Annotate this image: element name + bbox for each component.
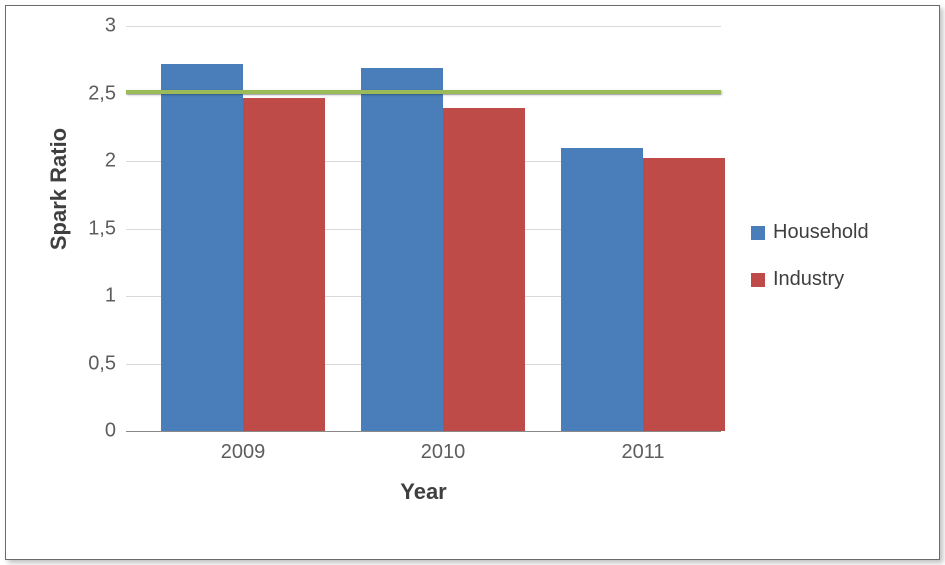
bar-industry-2010: [443, 108, 525, 431]
x-tick-label: 2011: [621, 441, 664, 464]
y-tick-label: 0,5: [56, 352, 116, 375]
gridline: [126, 26, 721, 27]
legend-swatch: [751, 226, 765, 240]
x-axis-title: Year: [126, 479, 721, 505]
bar-industry-2011: [643, 158, 725, 431]
chart-container: 00,511,522,53 200920102011 Spark Ratio Y…: [5, 5, 940, 560]
y-tick-label: 0: [56, 420, 116, 443]
plot-area: [126, 26, 721, 431]
legend: Household Industry: [751, 221, 869, 315]
y-tick-label: 3: [56, 15, 116, 38]
legend-item-household: Household: [751, 221, 869, 244]
legend-label: Household: [773, 221, 869, 244]
reference-line: [126, 90, 721, 94]
bar-household-2009: [161, 64, 243, 431]
bar-industry-2009: [243, 98, 325, 431]
x-tick-label: 2009: [221, 441, 266, 464]
x-tick-label: 2010: [421, 441, 466, 464]
legend-item-industry: Industry: [751, 268, 869, 291]
legend-swatch: [751, 273, 765, 287]
y-axis-title: Spark Ratio: [46, 89, 72, 289]
gridline: [126, 431, 721, 432]
bar-household-2011: [561, 148, 643, 432]
bar-household-2010: [361, 68, 443, 431]
legend-label: Industry: [773, 268, 844, 291]
